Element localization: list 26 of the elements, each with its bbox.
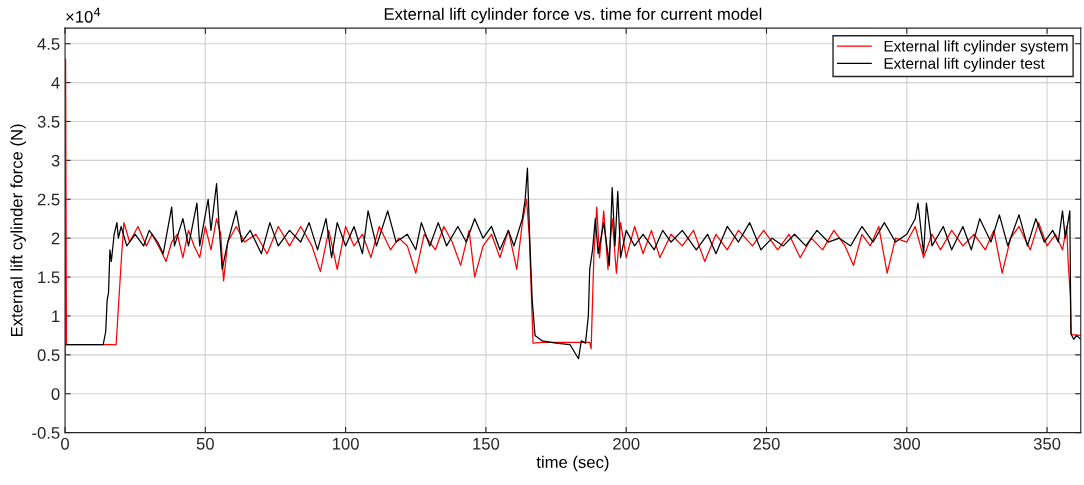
y-tick-label: 4 — [51, 77, 60, 89]
x-tick-label: 100 — [332, 437, 359, 450]
legend-label: External lift cylinder system — [884, 40, 1068, 55]
y-axis-title: External lift cylinder force (N) — [10, 124, 26, 336]
y-tick-label: 1 — [52, 310, 60, 322]
x-tick-label: 150 — [473, 437, 500, 450]
chart-title: External lift cylinder force vs. time for current model — [384, 7, 762, 24]
y-tick-label: 1.5 — [38, 271, 60, 284]
y-tick-label: 0 — [51, 388, 60, 400]
y-tick-label: 3 — [51, 154, 60, 167]
x-tick-label: 250 — [753, 437, 780, 450]
x-tick-label: 0 — [61, 437, 70, 450]
legend-label: External lift cylinder test — [884, 57, 1045, 72]
line-series — [65, 167, 1081, 360]
y-tick-label: -0.5 — [32, 427, 60, 439]
y-tick-label: 3.5 — [37, 115, 60, 128]
y-tick-label: 0.5 — [37, 349, 60, 362]
x-axis-title: time (sec) — [536, 455, 609, 472]
x-tick-label: 200 — [613, 437, 640, 450]
y-tick-label: 4.5 — [37, 38, 60, 50]
x-tick-label: 350 — [1033, 437, 1061, 450]
x-tick-label: 300 — [893, 437, 921, 450]
y-tick-label: 2 — [51, 232, 60, 245]
text: ×10$^{4}$ — [66, 7, 101, 23]
x-tick-label: 50 — [196, 437, 214, 450]
y-tick-label: 2.5 — [37, 193, 60, 206]
